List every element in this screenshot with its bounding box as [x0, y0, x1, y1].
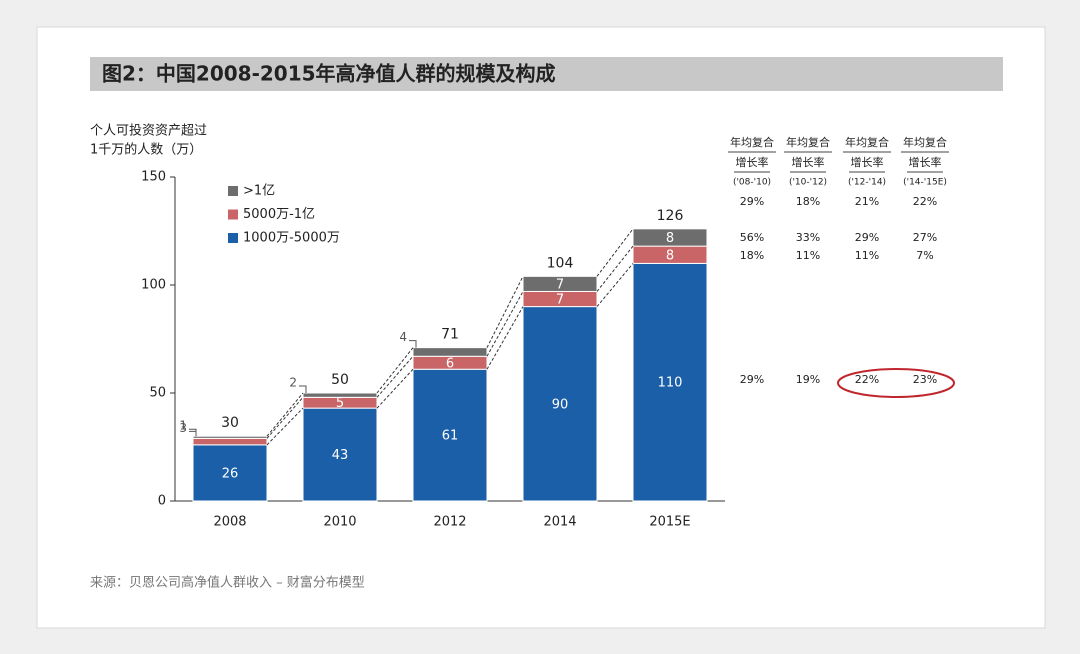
x-tick-label: 2008: [213, 515, 246, 530]
label-bracket: [409, 340, 417, 348]
total-label: 71: [441, 327, 459, 343]
segment-label: 26: [222, 466, 239, 481]
segment-label: 3: [179, 421, 187, 435]
table-header: 年均复合: [845, 135, 889, 149]
source-note: 来源：贝恩公司高净值人群收入 – 财富分布模型: [90, 575, 365, 591]
highlight-circle: [837, 368, 955, 398]
table-cell: 18%: [796, 195, 820, 208]
bar-segment: [412, 347, 488, 357]
connector: [266, 407, 304, 446]
bar-segment: [192, 444, 268, 502]
connector: [266, 396, 304, 439]
bar-segment: [412, 368, 488, 502]
table-cell: 22%: [855, 373, 879, 386]
table-cell: 11%: [796, 249, 820, 262]
table-cell: 18%: [740, 249, 764, 262]
table-cell: 29%: [740, 195, 764, 208]
y-tick-label: 150: [141, 170, 166, 185]
connector: [486, 276, 524, 348]
legend-swatch: [228, 186, 238, 196]
table-cell: 56%: [740, 231, 764, 244]
y-tick-label: 50: [149, 386, 166, 401]
table-cell: 22%: [913, 195, 937, 208]
segment-label: 7: [556, 293, 564, 308]
segment-label: 61: [442, 429, 459, 444]
table-cell: 21%: [855, 195, 879, 208]
bar-segment: [522, 275, 598, 292]
table-cell: 11%: [855, 249, 879, 262]
segment-label: 7: [556, 277, 564, 292]
total-label: 126: [657, 208, 684, 224]
connector: [486, 291, 524, 357]
table-period: ('12-'14): [848, 178, 886, 188]
bar-segment: [522, 306, 598, 502]
connector: [376, 355, 414, 398]
legend-label: >1亿: [243, 184, 275, 199]
table-period: ('14-'15E): [903, 178, 947, 188]
table-header: 增长率: [909, 155, 942, 169]
table-cell: 29%: [855, 231, 879, 244]
table-cell: 27%: [913, 231, 937, 244]
legend-label: 5000万-1亿: [243, 207, 315, 222]
table-cell: 23%: [913, 373, 937, 386]
total-label: 30: [221, 415, 239, 431]
x-tick-label: 2012: [433, 515, 466, 530]
table-header: 增长率: [851, 155, 884, 169]
bar-segment: [302, 392, 378, 398]
x-tick-label: 2015E: [649, 515, 690, 530]
table-cell: 7%: [916, 249, 933, 262]
table-cell: 29%: [740, 373, 764, 386]
label-bracket: [299, 385, 307, 393]
y-tick-label: 0: [158, 494, 166, 509]
total-label: 50: [331, 372, 349, 388]
table-cell: 33%: [796, 231, 820, 244]
x-tick-label: 2010: [323, 515, 356, 530]
bar-segment: [632, 262, 708, 502]
connector: [596, 263, 634, 307]
table-header: 增长率: [736, 155, 769, 169]
segment-label: 43: [332, 448, 349, 463]
bar-segment: [192, 435, 268, 439]
chart-title: 图2：中国2008-2015年高净值人群的规模及构成: [102, 62, 556, 86]
segment-label: 1: [179, 419, 187, 433]
segment-label: 5: [336, 396, 344, 411]
segment-label: 110: [658, 376, 683, 391]
table-period: ('08-'10): [733, 178, 771, 188]
table-header: 年均复合: [903, 135, 947, 149]
label-bracket: [189, 428, 197, 437]
y-tick-label: 100: [141, 278, 166, 293]
table-header: 增长率: [792, 155, 825, 169]
y-axis-label: 1千万的人数（万）: [90, 142, 202, 158]
bar-segment: [632, 228, 708, 247]
segment-label: 8: [666, 231, 674, 246]
table-header: 年均复合: [730, 135, 774, 149]
segment-label: 2: [289, 376, 297, 390]
connector: [486, 306, 524, 370]
table-cell: 19%: [796, 373, 820, 386]
segment-label: 8: [666, 248, 674, 263]
table-period: ('10-'12): [789, 178, 827, 188]
bar-segment: [192, 437, 268, 446]
segment-label: 4: [399, 330, 407, 344]
x-tick-label: 2014: [543, 515, 576, 530]
segment-label: 90: [552, 397, 569, 412]
bar-segment: [302, 407, 378, 502]
y-axis-label: 个人可投资资产超过: [90, 123, 207, 139]
table-header: 年均复合: [786, 135, 830, 149]
total-label: 104: [547, 255, 574, 271]
legend-swatch: [228, 209, 238, 220]
connector: [376, 368, 414, 409]
segment-label: 6: [446, 356, 454, 371]
connector: [266, 392, 304, 437]
legend-label: 1000万-5000万: [243, 231, 340, 246]
title-bar: [90, 57, 1003, 91]
legend-swatch: [228, 233, 238, 243]
